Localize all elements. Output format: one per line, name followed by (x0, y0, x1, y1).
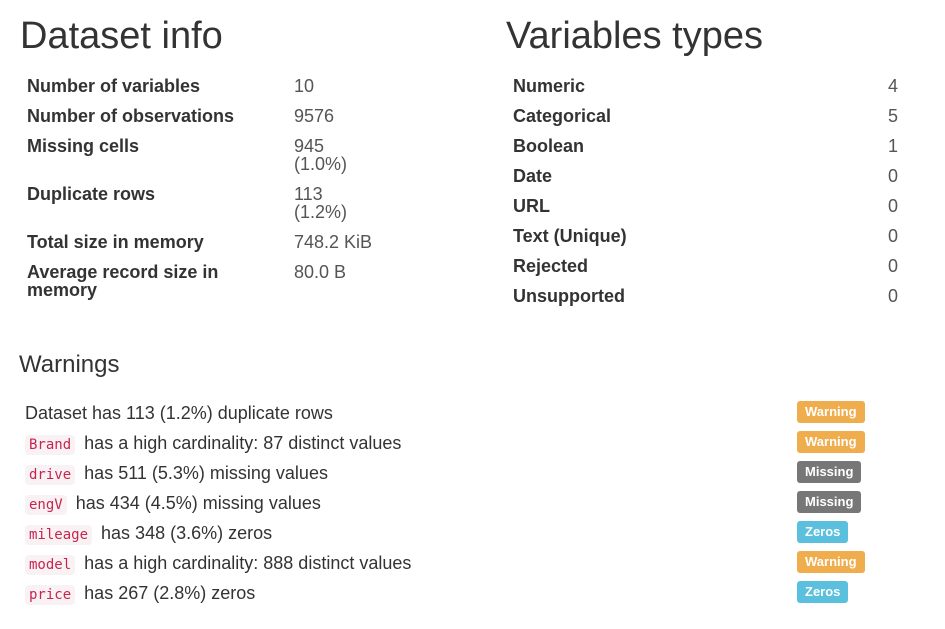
dataset-info-value: 748.2 KiB (294, 232, 373, 252)
dataset-info-label: Number of variables (27, 76, 201, 96)
warning-item: model has a high cardinality: 888 distin… (25, 548, 875, 578)
variable-type-row: Categorical 5 (513, 101, 898, 131)
dataset-info-row: Number of observations 9576 (27, 101, 372, 131)
variable-type-count: 0 (887, 286, 898, 306)
variable-type-row: URL 0 (513, 191, 898, 221)
warning-item: engV has 434 (4.5%) missing values Missi… (25, 488, 875, 518)
dataset-info-title: Dataset info (20, 15, 223, 57)
variable-type-label: Text (Unique) (513, 226, 627, 246)
warning-text: has 511 (5.3%) missing values (84, 463, 328, 483)
missing-badge: Missing (797, 461, 862, 483)
variable-type-count: 0 (887, 196, 898, 216)
variable-type-row: Rejected 0 (513, 251, 898, 281)
dataset-info-label: Average record size in memory (27, 262, 219, 300)
warning-text: has a high cardinality: 888 distinct val… (84, 553, 412, 573)
variable-type-count: 0 (887, 226, 898, 246)
warning-item: drive has 511 (5.3%) missing values Miss… (25, 458, 875, 488)
warning-item: price has 267 (2.8%) zeros Zeros (25, 578, 875, 608)
variable-type-label: URL (513, 196, 550, 216)
warning-badge: Warning (797, 551, 865, 573)
variable-type-row: Numeric 4 (513, 71, 898, 101)
dataset-info-value: 10 (294, 76, 315, 96)
duplicate-rows-percent: (1.2%) (294, 202, 348, 222)
variable-type-count: 5 (887, 106, 898, 126)
dataset-info-row: Total size in memory 748.2 KiB (27, 227, 372, 257)
zeros-badge: Zeros (797, 581, 849, 603)
variable-type-count: 0 (887, 166, 898, 186)
variable-type-row: Boolean 1 (513, 131, 898, 161)
variable-type-label: Numeric (513, 76, 586, 96)
dataset-info-table: Number of variables 10 Number of observa… (27, 71, 372, 305)
dataset-info-value: 945 (1.0%) (294, 131, 372, 179)
warning-text: Dataset has 113 (1.2%) duplicate rows (25, 403, 333, 423)
variable-type-label: Rejected (513, 256, 589, 276)
variable-name-code[interactable]: mileage (25, 525, 93, 545)
duplicate-rows-count: 113 (294, 184, 323, 204)
warning-text: has a high cardinality: 87 distinct valu… (84, 433, 402, 453)
variable-name-code[interactable]: model (25, 555, 76, 575)
variable-type-count: 0 (887, 256, 898, 276)
missing-cells-count: 945 (294, 136, 325, 156)
dataset-info-label: Total size in memory (27, 232, 204, 252)
missing-cells-percent: (1.0%) (294, 154, 348, 174)
dataset-info-value: 9576 (294, 106, 335, 126)
dataset-info-label: Number of observations (27, 106, 235, 126)
missing-badge: Missing (797, 491, 862, 513)
warning-item: mileage has 348 (3.6%) zeros Zeros (25, 518, 875, 548)
variable-type-label: Categorical (513, 106, 612, 126)
variable-name-code[interactable]: engV (25, 495, 67, 515)
dataset-info-label: Duplicate rows (27, 184, 156, 204)
zeros-badge: Zeros (797, 521, 849, 543)
variable-type-count: 1 (887, 136, 898, 156)
variable-name-code[interactable]: price (25, 585, 76, 605)
dataset-info-row: Average record size in memory 80.0 B (27, 257, 372, 305)
warnings-title: Warnings (19, 351, 120, 378)
variable-type-row: Date 0 (513, 161, 898, 191)
warning-badge: Warning (797, 401, 865, 423)
variable-type-row: Unsupported 0 (513, 281, 898, 311)
variable-type-label: Date (513, 166, 553, 186)
variable-type-count: 4 (887, 76, 898, 96)
warning-item: Brand has a high cardinality: 87 distinc… (25, 428, 875, 458)
variable-type-label: Boolean (513, 136, 585, 156)
warning-item: Dataset has 113 (1.2%) duplicate rows Wa… (25, 398, 875, 428)
variables-types-title: Variables types (506, 15, 763, 57)
variable-type-label: Unsupported (513, 286, 625, 306)
variable-name-code[interactable]: drive (25, 465, 76, 485)
dataset-info-value: 80.0 B (294, 262, 347, 282)
variables-types-table: Numeric 4 Categorical 5 Boolean 1 Date 0… (513, 71, 898, 311)
dataset-info-value: 113 (1.2%) (294, 179, 372, 227)
dataset-info-label: Missing cells (27, 136, 140, 156)
variable-name-code[interactable]: Brand (25, 435, 76, 455)
warning-text: has 348 (3.6%) zeros (101, 523, 273, 543)
dataset-info-row: Missing cells 945 (1.0%) (27, 131, 372, 179)
warning-text: has 267 (2.8%) zeros (84, 583, 256, 603)
dataset-info-row: Number of variables 10 (27, 71, 372, 101)
variable-type-row: Text (Unique) 0 (513, 221, 898, 251)
warning-badge: Warning (797, 431, 865, 453)
dataset-info-row: Duplicate rows 113 (1.2%) (27, 179, 372, 227)
warning-text: has 434 (4.5%) missing values (75, 493, 321, 513)
